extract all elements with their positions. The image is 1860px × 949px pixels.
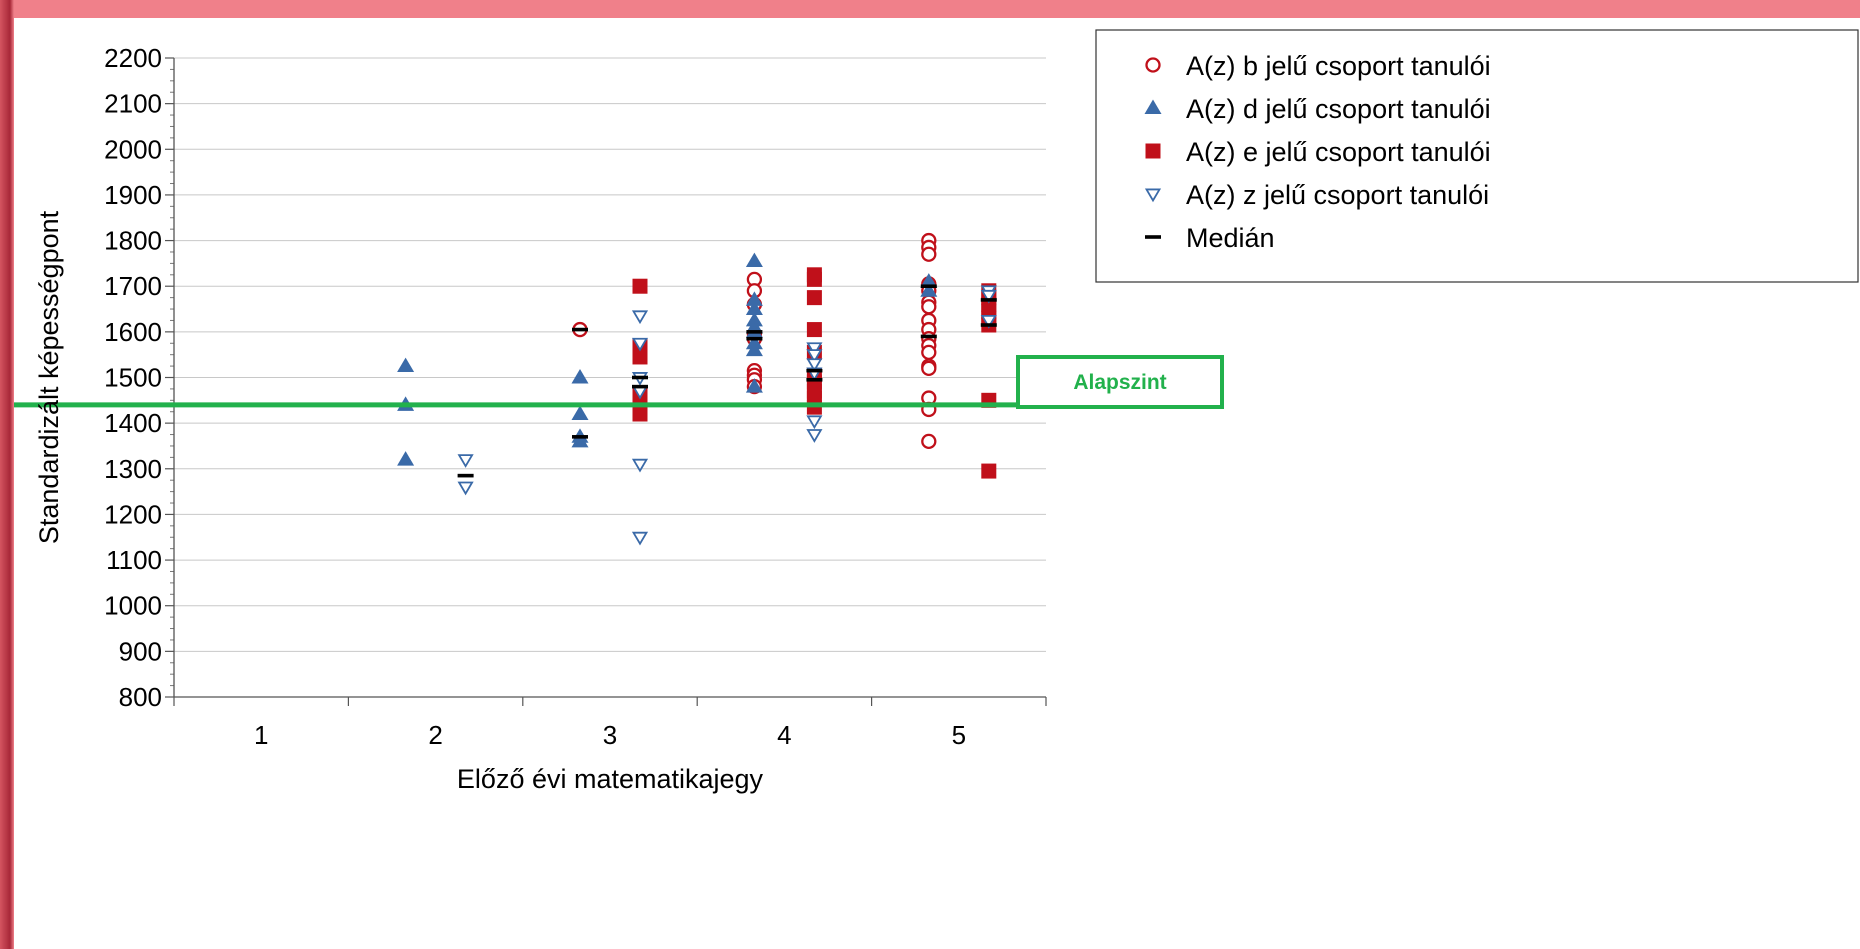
data-point	[632, 278, 648, 294]
x-tick-label: 5	[952, 720, 966, 750]
data-point	[806, 415, 823, 430]
y-tick-label: 2200	[104, 43, 162, 73]
y-tick-label: 1500	[104, 363, 162, 393]
legend-label: A(z) e jelű csoport tanulói	[1186, 137, 1491, 167]
data-point	[806, 271, 822, 287]
data-point	[806, 349, 823, 363]
median-marker	[746, 330, 763, 334]
y-tick-label: 2000	[104, 134, 162, 164]
y-tick-label: 1000	[104, 591, 162, 621]
alapszint-box	[1016, 355, 1224, 409]
data-point	[745, 378, 763, 393]
scatter-chart: 800 900 1000 1100 1200 1300 1400 1500 1600 1700 18…	[14, 29, 1859, 794]
data-point	[980, 289, 997, 304]
y-tick-label: 1700	[104, 271, 162, 301]
data-point	[631, 458, 649, 473]
chart-frame: 800 900 1000 1100 1200 1300 1400 1500 1600 1700 18…	[14, 18, 1860, 949]
median-marker	[920, 334, 937, 339]
data-point	[457, 481, 474, 496]
data-point	[745, 300, 763, 315]
alapszint-label: Alapszint	[1073, 371, 1166, 394]
x-tick-label: 4	[777, 720, 791, 750]
data-point	[921, 433, 937, 450]
y-tick-label: 1300	[104, 454, 162, 484]
data-point	[571, 432, 589, 448]
legend-label: Medián	[1186, 223, 1275, 253]
legend-label: A(z) z jelű csoport tanulói	[1186, 180, 1489, 210]
data-point	[745, 341, 763, 357]
alapszint-annotation: Alapszint	[14, 355, 1224, 409]
x-axis-title: Előző évi matematikajegy	[457, 764, 764, 794]
data-point	[921, 299, 937, 315]
data-point	[632, 349, 648, 365]
median-marker	[572, 435, 588, 439]
median-markers	[397, 284, 997, 478]
data-point	[921, 246, 937, 262]
gridlines	[174, 57, 1046, 652]
median-marker	[980, 323, 997, 327]
legend-label: A(z) d jelű csoport tanulói	[1186, 94, 1491, 124]
data-point	[631, 310, 649, 325]
axes: 800 900 1000 1100 1200 1300 1400 1500 1600 1700 18…	[104, 43, 1047, 750]
data-point	[745, 252, 763, 268]
y-tick-label: 1400	[104, 408, 162, 438]
median-marker	[572, 327, 588, 332]
legend-marker	[1145, 57, 1161, 73]
legend-box	[1095, 29, 1859, 283]
data-point	[745, 291, 763, 306]
legend-marker	[1144, 188, 1162, 203]
data-point	[806, 342, 823, 357]
y-tick-label: 1900	[104, 180, 162, 210]
y-tick-label: 1100	[106, 545, 162, 575]
data-point	[571, 369, 589, 384]
legend-marker	[1144, 99, 1162, 114]
x-tick-label: 1	[254, 720, 268, 750]
data-point	[457, 454, 474, 468]
data-point	[980, 314, 997, 329]
median-marker	[980, 298, 997, 302]
legend-marker	[1145, 143, 1161, 159]
data-point	[920, 282, 938, 297]
median-marker	[632, 375, 648, 380]
y-tick-label: 900	[119, 636, 162, 666]
data-point	[921, 344, 937, 361]
data-point	[631, 531, 649, 546]
data-point	[920, 273, 938, 288]
data-point	[631, 337, 649, 352]
data-point	[632, 406, 648, 422]
data-point	[806, 358, 823, 373]
y-tick-label: 800	[119, 682, 162, 712]
data-point	[806, 322, 822, 338]
y-tick-label: 1600	[104, 317, 162, 347]
median-marker	[806, 368, 823, 373]
y-tick-label: 1800	[104, 226, 162, 256]
x-tick-label: 3	[603, 720, 617, 750]
data-point	[921, 360, 937, 377]
y-tick-label: 2100	[104, 89, 162, 119]
legend-marker	[1145, 235, 1161, 239]
data-point	[397, 357, 415, 373]
data-points	[397, 232, 997, 546]
x-tick-label: 2	[428, 720, 442, 750]
y-tick-label: 1200	[104, 499, 162, 529]
data-point	[571, 405, 589, 420]
median-marker	[632, 384, 648, 389]
data-point	[397, 451, 415, 466]
median-marker	[457, 473, 474, 478]
data-point	[806, 429, 823, 443]
y-axis-title: Standardizált képességpont	[34, 210, 64, 544]
median-marker	[920, 284, 937, 289]
legend-label: A(z) b jelű csoport tanulói	[1186, 51, 1491, 81]
legend: A(z) b jelű csoport tanulói A(z) d jelű c…	[1095, 29, 1859, 283]
median-marker	[746, 336, 763, 341]
data-point	[806, 290, 822, 306]
median-marker	[806, 377, 823, 382]
data-point	[981, 463, 997, 479]
